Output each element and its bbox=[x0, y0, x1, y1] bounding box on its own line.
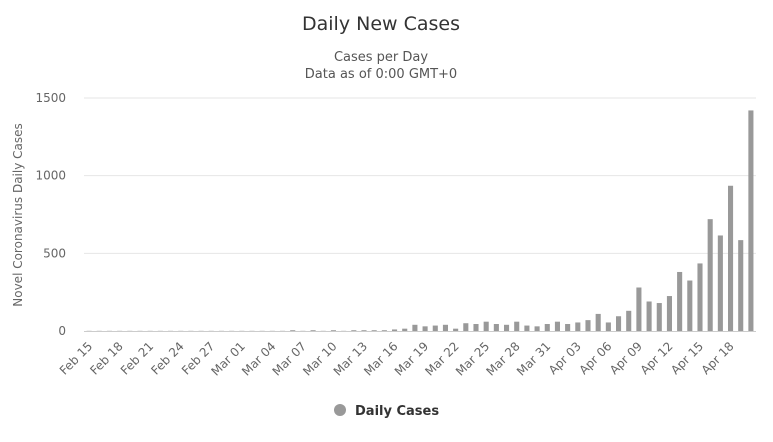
bar-mar-08[interactable] bbox=[310, 330, 316, 331]
y-tick-label: 0 bbox=[58, 324, 66, 338]
bar-mar-30[interactable] bbox=[534, 326, 540, 331]
bar-mar-20[interactable] bbox=[432, 325, 438, 331]
x-tick-label: Apr 15 bbox=[668, 339, 706, 377]
bar-mar-22[interactable] bbox=[453, 328, 459, 331]
bar-apr-09[interactable] bbox=[636, 287, 642, 331]
bar-mar-13[interactable] bbox=[361, 330, 367, 331]
y-tick-label: 500 bbox=[43, 246, 66, 260]
x-tick-label: Feb 18 bbox=[87, 339, 125, 377]
x-tick-label: Apr 09 bbox=[607, 339, 645, 377]
x-tick-label: Apr 12 bbox=[638, 339, 676, 377]
x-tick-label: Mar 31 bbox=[514, 339, 553, 378]
legend[interactable]: Daily Cases bbox=[334, 404, 439, 419]
x-tick-label: Feb 24 bbox=[148, 339, 186, 377]
bar-mar-31[interactable] bbox=[544, 324, 550, 331]
bar-apr-01[interactable] bbox=[554, 321, 560, 331]
legend-label-daily-cases: Daily Cases bbox=[355, 404, 439, 419]
chart-subtitle-line-2: Data as of 0:00 GMT+0 bbox=[305, 67, 457, 82]
bar-apr-12[interactable] bbox=[666, 296, 672, 331]
bar-mar-23[interactable] bbox=[463, 323, 469, 331]
bar-apr-02[interactable] bbox=[565, 324, 571, 331]
bar-mar-27[interactable] bbox=[504, 324, 510, 331]
chart-subtitle-line-1: Cases per Day bbox=[334, 50, 428, 65]
bar-apr-07[interactable] bbox=[616, 316, 622, 331]
bar-apr-17[interactable] bbox=[717, 235, 723, 331]
bar-mar-17[interactable] bbox=[402, 328, 408, 331]
bar-apr-14[interactable] bbox=[687, 280, 693, 331]
legend-marker-daily-cases bbox=[334, 404, 346, 416]
bar-apr-04[interactable] bbox=[585, 320, 591, 331]
bar-apr-13[interactable] bbox=[677, 271, 683, 331]
y-tick-label: 1000 bbox=[35, 169, 66, 183]
x-tick-label: Apr 18 bbox=[699, 339, 737, 377]
x-tick-label: Apr 06 bbox=[576, 339, 614, 377]
bar-apr-20[interactable] bbox=[748, 110, 754, 332]
bar-mar-16[interactable] bbox=[392, 329, 398, 331]
bar-mar-15[interactable] bbox=[381, 330, 387, 331]
bars bbox=[86, 110, 754, 332]
y-axis-title: Novel Coronavirus Daily Cases bbox=[11, 123, 25, 306]
chart-title: Daily New Cases bbox=[302, 13, 460, 35]
bar-apr-08[interactable] bbox=[626, 310, 632, 331]
bar-apr-16[interactable] bbox=[707, 219, 713, 331]
bar-apr-11[interactable] bbox=[656, 303, 662, 331]
bar-apr-03[interactable] bbox=[575, 322, 581, 331]
bar-mar-24[interactable] bbox=[473, 324, 479, 331]
bar-apr-10[interactable] bbox=[646, 301, 652, 331]
bar-mar-29[interactable] bbox=[524, 325, 530, 331]
bar-apr-18[interactable] bbox=[728, 185, 734, 331]
bar-mar-19[interactable] bbox=[422, 326, 428, 331]
bar-apr-06[interactable] bbox=[605, 322, 611, 331]
bar-mar-12[interactable] bbox=[351, 330, 357, 331]
x-tick-label: Feb 21 bbox=[118, 339, 156, 377]
bar-apr-05[interactable] bbox=[595, 313, 601, 331]
bar-mar-28[interactable] bbox=[514, 321, 520, 331]
x-tick-label: Apr 03 bbox=[546, 339, 584, 377]
bar-mar-06[interactable] bbox=[290, 330, 296, 331]
bar-apr-15[interactable] bbox=[697, 263, 703, 331]
bar-mar-18[interactable] bbox=[412, 324, 418, 331]
bar-mar-21[interactable] bbox=[442, 324, 448, 331]
bar-mar-26[interactable] bbox=[493, 324, 499, 331]
bar-mar-14[interactable] bbox=[371, 330, 377, 331]
bar-mar-10[interactable] bbox=[330, 330, 336, 331]
bar-apr-19[interactable] bbox=[738, 240, 744, 331]
y-axis-ticks: 0 500 1000 1500 bbox=[35, 91, 66, 338]
x-tick-label: Feb 15 bbox=[57, 339, 95, 377]
y-tick-label: 1500 bbox=[35, 91, 66, 105]
bar-mar-25[interactable] bbox=[483, 321, 489, 331]
gridlines bbox=[84, 97, 756, 254]
